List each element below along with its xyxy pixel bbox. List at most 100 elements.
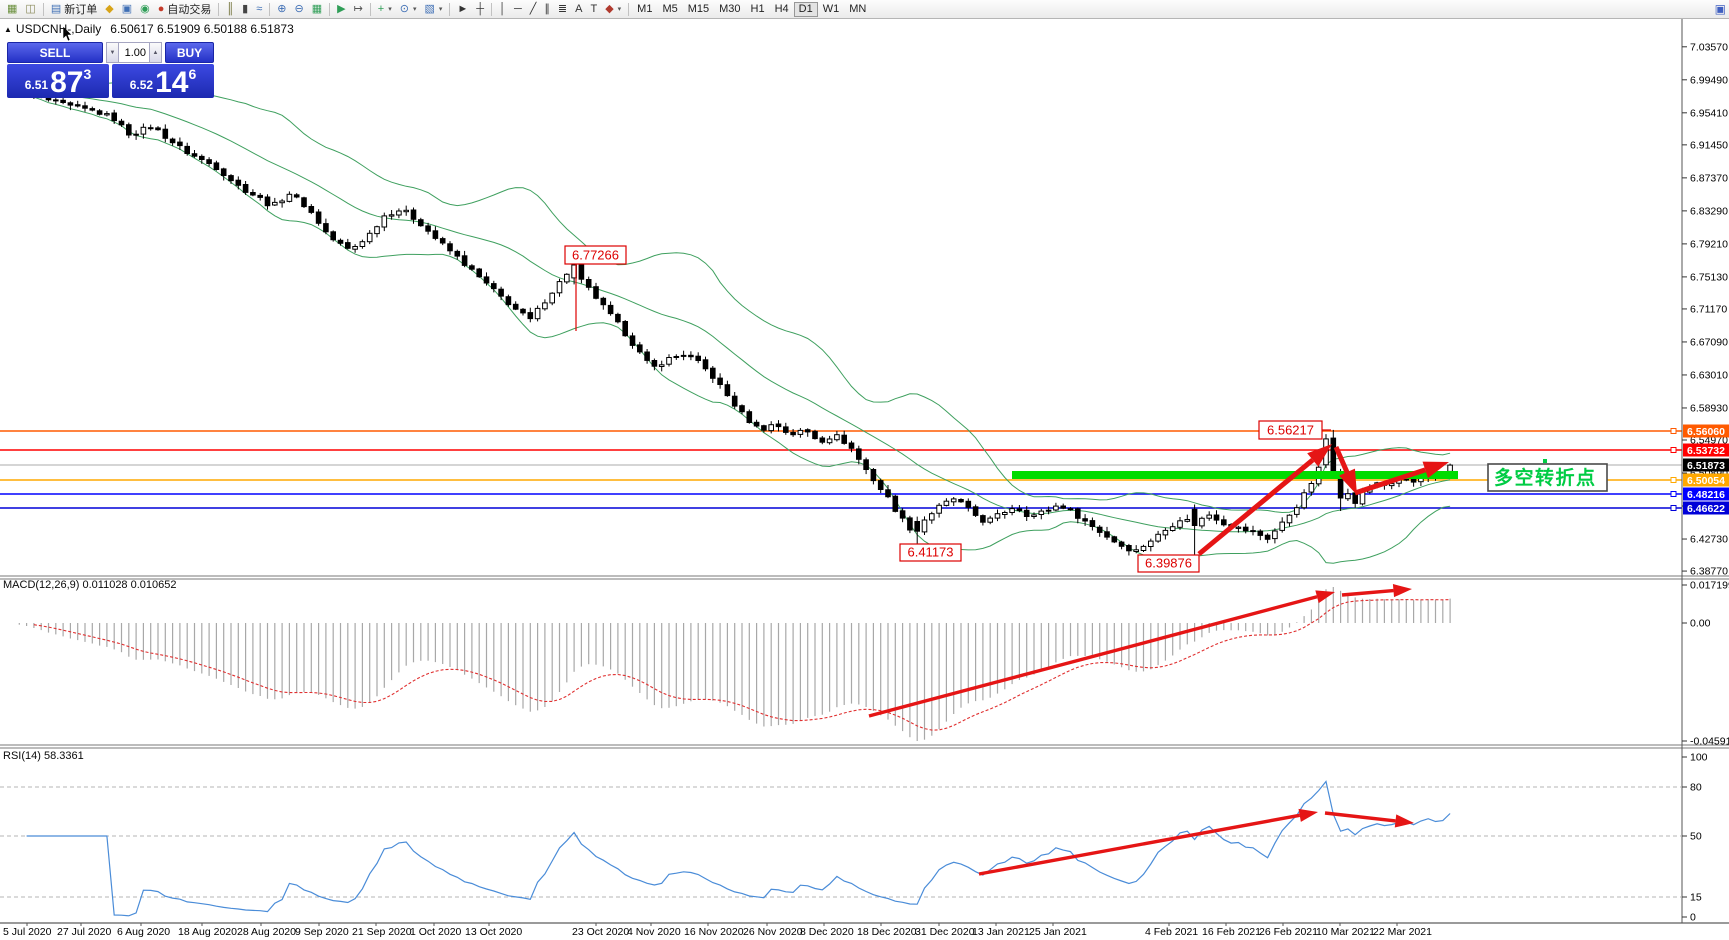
buy-button[interactable]: BUY	[165, 42, 214, 63]
templates-icon[interactable]: ▧ ▾	[420, 1, 446, 18]
text-label-icon: T	[590, 2, 598, 15]
collapse-panel-icon[interactable]: ▲	[4, 25, 12, 34]
line-drag-handle[interactable]	[1670, 505, 1677, 511]
price-up-arrow[interactable]	[1197, 458, 1315, 556]
macd-trend-arrow[interactable]	[868, 595, 1318, 718]
signals-icon[interactable]: ◉	[136, 1, 154, 18]
data-window-icon[interactable]: ▣	[118, 1, 136, 18]
timeframe-d1-button[interactable]: D1	[793, 1, 818, 17]
toolbar-extra-icon[interactable]: ▣	[1714, 2, 1726, 16]
price-recovery-arrow[interactable]	[1354, 467, 1427, 496]
periods-icon[interactable]: ⊙ ▾	[396, 1, 421, 18]
price-down-arrow-head	[1339, 468, 1357, 495]
svg-text:6.50054: 6.50054	[1687, 475, 1725, 487]
trend-arrows[interactable]	[868, 444, 1449, 876]
timeframe-m5-button[interactable]: M5	[662, 2, 678, 15]
price-tick-label: 7.03570	[1690, 41, 1728, 53]
buy-price-display[interactable]: 6.52 14 6	[112, 64, 214, 98]
channel-icon[interactable]: ∥	[540, 1, 554, 18]
new-chart-icon[interactable]: ▦	[3, 1, 21, 18]
crosshair-icon[interactable]: ┼	[472, 1, 488, 18]
swing-label-text: 6.56217	[1267, 423, 1314, 438]
timeframe-mn-button[interactable]: MN	[849, 2, 867, 15]
svg-text:6.56060: 6.56060	[1687, 426, 1725, 438]
timeframe-h1-button[interactable]: H1	[750, 2, 765, 15]
support-zone-bar[interactable]	[1012, 471, 1458, 479]
auto-scroll-icon[interactable]: ▶	[333, 1, 349, 18]
mouse-cursor-icon	[62, 25, 73, 42]
text-label-icon[interactable]: T	[586, 1, 601, 18]
sell-price-big: 87	[50, 66, 84, 99]
timeframe-w1-button[interactable]: W1	[822, 2, 840, 15]
bollinger-upper-band	[19, 78, 1451, 514]
date-tick-label: 16 Nov 2020	[684, 926, 744, 938]
swing-label-box[interactable]	[899, 543, 962, 562]
vertical-line-icon[interactable]: │	[495, 1, 510, 18]
timeframe-m1-button[interactable]: M1	[637, 2, 653, 15]
candlestick-chart-icon[interactable]: ▮	[238, 1, 252, 18]
auto-trading-icon[interactable]: ● 自动交易	[157, 2, 212, 16]
swing-label-box[interactable]	[1137, 554, 1200, 573]
horizontal-line-objects[interactable]	[0, 430, 1682, 509]
line-chart-icon: ≈	[256, 2, 263, 15]
line-drag-handle[interactable]	[1670, 447, 1677, 453]
text-icon: A	[575, 2, 583, 15]
arrows-icon[interactable]: ◆ ▾	[601, 1, 625, 18]
line-drag-handle[interactable]	[1670, 428, 1677, 434]
date-tick-label: 6 Aug 2020	[117, 926, 170, 938]
history-center-icon[interactable]: ◆	[101, 1, 117, 18]
price-tick-label: 6.91450	[1690, 139, 1728, 151]
line-drag-handle[interactable]	[1670, 491, 1677, 497]
volume-increase-button[interactable]: ▲	[149, 42, 162, 63]
date-tick-label: 5 Jul 2020	[3, 926, 52, 938]
price-tick-label: 6.42730	[1690, 534, 1728, 546]
timeframe-m15-button[interactable]: M15	[687, 2, 710, 15]
price-scale[interactable]: 7.03570 6.99490 6.95410 6.91450 6.87370 6.832…	[1670, 41, 1729, 578]
date-tick-label: 26 Feb 2021	[1259, 926, 1318, 938]
line-drag-handle[interactable]	[1670, 477, 1677, 483]
swing-price-labels[interactable]: 6.77266 6.56217 6.41173 6.39876	[564, 245, 1331, 573]
price-down-arrow[interactable]	[1333, 445, 1350, 474]
macd-flat-arrow[interactable]	[1341, 588, 1394, 597]
swing-label-box[interactable]	[564, 245, 627, 265]
rsi-trend-arrow[interactable]	[978, 813, 1301, 876]
chart-shift-icon[interactable]: ↦	[350, 1, 367, 18]
date-tick-label: 13 Jan 2021	[972, 926, 1030, 938]
signals-icon: ◉	[140, 2, 150, 15]
new-order-icon[interactable]: ▤ 新订单	[50, 2, 98, 16]
volume-input[interactable]: 1.00	[119, 42, 149, 63]
sell-price-display[interactable]: 6.51 87 3	[7, 64, 109, 98]
zoom-out-icon[interactable]: ⊖	[290, 1, 307, 18]
turning-point-annotation[interactable]: 多空转折点	[1487, 459, 1608, 492]
fibonacci-icon[interactable]: ≣	[554, 1, 571, 18]
cursor-icon[interactable]: ►	[453, 1, 472, 18]
swing-label-box[interactable]	[1258, 420, 1323, 440]
volume-decrease-button[interactable]: ▼	[106, 42, 119, 63]
time-axis[interactable]: 5 Jul 2020 27 Jul 2020 6 Aug 2020 18 Aug 20…	[3, 923, 1432, 938]
horizontal-line-icon[interactable]: ─	[510, 1, 526, 18]
indicators-icon[interactable]: + ▾	[374, 1, 396, 18]
turning-point-text: 多空转折点	[1494, 466, 1597, 489]
macd-signal-line	[33, 599, 1451, 731]
price-tick-label: 6.67090	[1690, 336, 1728, 348]
price-marker-6.50054	[1683, 473, 1729, 487]
trendline-icon[interactable]: ╱	[526, 1, 541, 18]
macd-tick-label: 0.017199	[1690, 580, 1729, 592]
channel-icon: ∥	[544, 2, 550, 15]
rsi-diverge-arrow[interactable]	[1324, 811, 1396, 823]
timeframe-m30-button[interactable]: M30	[719, 2, 741, 15]
zoom-in-icon[interactable]: ⊕	[273, 1, 290, 18]
macd-tick-label: 0.00	[1690, 618, 1711, 630]
fibonacci-icon: ≣	[557, 2, 568, 15]
text-icon[interactable]: A	[571, 1, 586, 18]
tile-windows-icon[interactable]: ▦	[308, 1, 326, 18]
price-tick-label: 6.38770	[1690, 566, 1728, 578]
price-marker-6.46622	[1683, 501, 1729, 515]
timeframe-h4-button[interactable]: H4	[774, 2, 789, 15]
bar-chart-icon[interactable]: ║	[222, 1, 238, 18]
sell-button[interactable]: SELL	[7, 42, 103, 63]
line-chart-icon[interactable]: ≈	[252, 1, 266, 18]
chart-preview-icon[interactable]: ◫	[21, 1, 39, 18]
